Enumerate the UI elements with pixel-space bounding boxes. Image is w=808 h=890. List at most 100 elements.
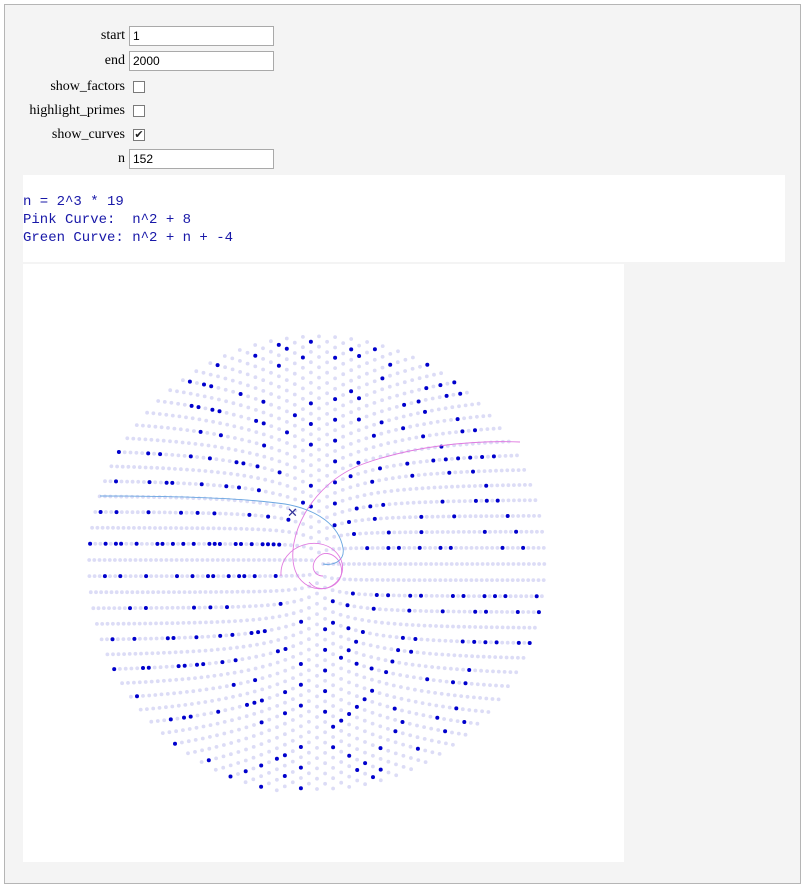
prime-dot <box>189 403 194 408</box>
number-dot <box>317 478 321 483</box>
prime-dot <box>467 668 472 672</box>
number-dot <box>203 700 208 704</box>
number-dot <box>410 623 415 627</box>
number-dot <box>215 558 220 562</box>
n-input[interactable]: 152 <box>129 149 274 169</box>
show-curves-checkbox[interactable]: ✔ <box>133 129 145 141</box>
prime-dot <box>233 658 238 663</box>
number-dot <box>505 640 510 645</box>
number-dot <box>290 780 295 785</box>
number-dot <box>521 562 526 566</box>
prime-dot <box>393 729 398 734</box>
number-dot <box>386 727 390 731</box>
number-dot <box>218 421 223 426</box>
prime-dot <box>323 689 328 694</box>
number-dot <box>103 479 107 484</box>
number-dot <box>521 578 525 582</box>
number-dot <box>436 407 441 412</box>
number-dot <box>93 510 98 514</box>
number-dot <box>274 528 279 533</box>
number-dot <box>246 383 250 388</box>
number-dot <box>188 635 193 640</box>
number-dot <box>517 498 522 503</box>
highlight-primes-checkbox[interactable] <box>133 105 145 117</box>
number-dot <box>384 681 389 686</box>
prime-dot <box>440 609 445 614</box>
number-dot <box>371 764 375 769</box>
number-dot <box>457 609 461 614</box>
number-dot <box>390 515 395 520</box>
show-factors-checkbox[interactable] <box>133 81 145 93</box>
number-dot <box>341 382 346 387</box>
number-dot <box>230 356 235 361</box>
number-dot <box>304 558 308 562</box>
number-dot <box>198 590 203 594</box>
number-dot <box>293 508 298 513</box>
number-dot <box>230 706 235 711</box>
number-dot <box>226 446 231 451</box>
prime-dot <box>170 480 175 485</box>
number-dot <box>400 438 405 442</box>
prime-dot <box>372 347 377 352</box>
number-dot <box>283 658 288 662</box>
number-dot <box>99 590 103 595</box>
number-dot <box>269 370 273 375</box>
prime-dot <box>118 574 123 579</box>
number-dot <box>426 486 431 490</box>
number-dot <box>161 590 166 594</box>
prime-dot <box>323 627 328 632</box>
number-dot <box>268 528 273 532</box>
number-dot <box>503 454 508 458</box>
prime-dot <box>536 610 541 615</box>
number-dot <box>331 766 335 770</box>
number-dot <box>394 416 399 421</box>
number-dot <box>170 605 175 610</box>
number-dot <box>413 699 418 704</box>
number-dot <box>434 499 439 504</box>
number-dot <box>446 653 451 657</box>
start-input[interactable]: 1 <box>129 26 274 46</box>
number-dot <box>479 668 483 673</box>
number-dot <box>181 390 186 395</box>
number-dot <box>333 376 337 381</box>
end-input[interactable]: 2000 <box>129 51 274 71</box>
number-dot <box>202 394 207 399</box>
number-dot <box>331 735 335 739</box>
number-dot <box>540 529 544 534</box>
number-dot <box>246 668 251 672</box>
number-dot <box>203 605 207 610</box>
number-dot <box>221 574 226 578</box>
prime-dot <box>331 620 335 625</box>
number-dot <box>285 462 289 467</box>
number-dot <box>209 469 214 474</box>
prime-dot <box>170 541 175 546</box>
prime-dot <box>239 542 243 546</box>
number-dot <box>195 574 200 578</box>
number-dot <box>395 371 400 376</box>
prime-dot <box>483 640 488 645</box>
number-dot <box>261 367 265 372</box>
number-dot <box>391 578 396 582</box>
number-dot <box>467 708 472 712</box>
number-dot <box>307 771 311 776</box>
number-dot <box>359 577 364 582</box>
number-dot <box>339 634 343 639</box>
number-dot <box>339 697 343 702</box>
prime-dot <box>211 574 216 579</box>
number-dot <box>491 562 495 566</box>
number-dot <box>194 369 199 374</box>
prime-dot <box>298 703 303 708</box>
number-dot <box>499 655 503 660</box>
number-dot <box>168 510 173 515</box>
number-dot <box>97 494 102 499</box>
number-dot <box>427 702 432 707</box>
number-dot <box>259 774 263 779</box>
number-dot <box>349 357 354 362</box>
number-dot <box>293 497 298 502</box>
number-dot <box>176 605 180 610</box>
number-dot <box>152 665 157 670</box>
number-dot <box>501 498 505 503</box>
number-dot <box>180 495 184 500</box>
number-dot <box>155 679 160 684</box>
number-dot <box>317 406 321 411</box>
